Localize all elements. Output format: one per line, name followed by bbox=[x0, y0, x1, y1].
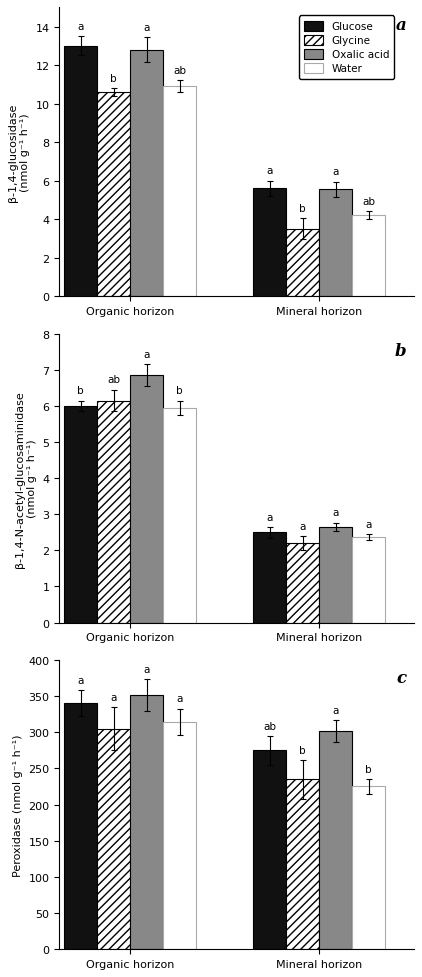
Text: b: b bbox=[299, 204, 306, 214]
Bar bbox=[253, 532, 286, 623]
Bar bbox=[163, 722, 196, 949]
Text: b: b bbox=[77, 386, 84, 396]
Text: a: a bbox=[333, 167, 339, 177]
Bar bbox=[286, 780, 319, 949]
Text: b: b bbox=[176, 386, 183, 396]
Bar bbox=[97, 402, 130, 623]
Bar bbox=[130, 695, 163, 949]
Y-axis label: β-1,4-N-acetyl-glucosaminidase
(nmol g⁻¹ h⁻¹): β-1,4-N-acetyl-glucosaminidase (nmol g⁻¹… bbox=[15, 391, 37, 567]
Text: a: a bbox=[365, 519, 372, 529]
Y-axis label: β-1,4-glucosidase
(nmol g⁻¹ h⁻¹): β-1,4-glucosidase (nmol g⁻¹ h⁻¹) bbox=[8, 104, 30, 201]
Text: ab: ab bbox=[362, 197, 375, 207]
Text: a: a bbox=[143, 664, 150, 674]
Text: a: a bbox=[111, 692, 117, 702]
Bar bbox=[64, 406, 97, 623]
Text: b: b bbox=[395, 343, 406, 361]
Bar bbox=[163, 408, 196, 623]
Bar bbox=[319, 191, 352, 297]
Y-axis label: Peroxidase (nmol g⁻¹ h⁻¹): Peroxidase (nmol g⁻¹ h⁻¹) bbox=[13, 734, 23, 876]
Text: a: a bbox=[333, 705, 339, 715]
Bar bbox=[352, 216, 385, 297]
Legend: Glucose, Glycine, Oxalic acid, Water: Glucose, Glycine, Oxalic acid, Water bbox=[299, 17, 394, 79]
Text: a: a bbox=[300, 521, 306, 531]
Bar bbox=[97, 93, 130, 297]
Bar bbox=[64, 703, 97, 949]
Text: c: c bbox=[396, 669, 406, 686]
Bar bbox=[253, 190, 286, 297]
Text: b: b bbox=[365, 764, 372, 775]
Text: a: a bbox=[177, 694, 183, 703]
Bar bbox=[286, 230, 319, 297]
Bar bbox=[286, 543, 319, 623]
Text: a: a bbox=[266, 166, 273, 176]
Bar bbox=[352, 786, 385, 949]
Bar bbox=[319, 528, 352, 623]
Bar bbox=[163, 87, 196, 297]
Text: a: a bbox=[396, 17, 406, 34]
Bar bbox=[130, 51, 163, 297]
Text: a: a bbox=[266, 512, 273, 522]
Bar bbox=[253, 750, 286, 949]
Bar bbox=[97, 729, 130, 949]
Text: b: b bbox=[299, 744, 306, 755]
Text: ab: ab bbox=[107, 375, 120, 385]
Text: a: a bbox=[77, 675, 84, 686]
Text: a: a bbox=[143, 22, 150, 33]
Text: a: a bbox=[333, 508, 339, 518]
Text: ab: ab bbox=[173, 66, 186, 76]
Text: a: a bbox=[77, 22, 84, 32]
Bar bbox=[64, 47, 97, 297]
Text: a: a bbox=[143, 350, 150, 360]
Bar bbox=[130, 376, 163, 623]
Text: ab: ab bbox=[263, 721, 276, 731]
Bar bbox=[319, 731, 352, 949]
Text: b: b bbox=[111, 74, 117, 84]
Bar bbox=[352, 537, 385, 623]
